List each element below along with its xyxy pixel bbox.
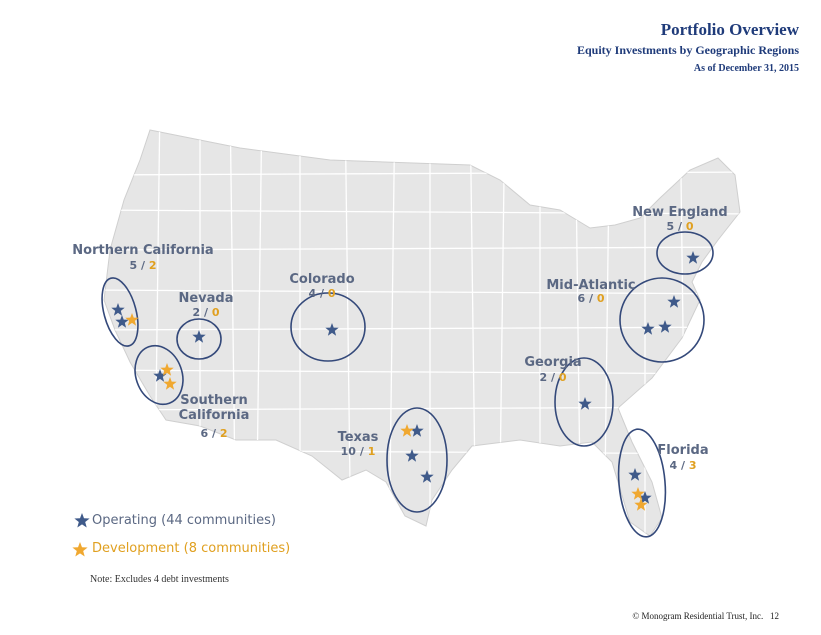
count-separator: /	[140, 259, 146, 272]
count-separator: /	[677, 220, 683, 233]
copyright: © Monogram Residential Trust, Inc.	[632, 611, 764, 621]
region-count: 6 / 0	[577, 292, 604, 305]
operating-star	[192, 330, 206, 343]
development-star	[634, 498, 648, 511]
operating-star	[638, 491, 652, 504]
development-count: 1	[367, 445, 376, 458]
operating-star	[641, 322, 655, 335]
operating-count: 10	[340, 445, 356, 458]
development-count: 3	[688, 459, 697, 472]
title: Portfolio Overview	[660, 20, 799, 39]
region-name: Florida	[657, 443, 709, 458]
state-line	[104, 246, 740, 251]
state-line	[104, 289, 740, 295]
development-count: 0	[596, 292, 605, 305]
development-count: 2	[219, 427, 228, 440]
region-circle	[101, 277, 139, 347]
count-separator: /	[211, 427, 217, 440]
region-count: 4 / 0	[308, 287, 335, 300]
development-star	[125, 313, 139, 326]
region-count: 10 / 1	[341, 445, 376, 458]
development-count: 0	[558, 371, 567, 384]
region-count: 6 / 2	[200, 427, 227, 440]
count-separator: /	[319, 287, 325, 300]
development-count: 0	[211, 306, 220, 319]
region-count: 2 / 0	[192, 306, 219, 319]
subtitle: Equity Investments by Geographic Regions	[576, 43, 799, 57]
date: As of December 31, 2015	[693, 63, 799, 74]
operating-count: 2	[192, 306, 201, 319]
operating-star	[111, 303, 125, 316]
region-name: Georgia	[524, 355, 582, 370]
operating-star	[410, 424, 424, 437]
operating-count: 5	[129, 259, 138, 272]
state-line	[104, 209, 740, 215]
operating-count: 2	[539, 371, 548, 384]
operating-star	[658, 320, 672, 333]
region-name: New England	[632, 205, 728, 220]
development-star	[160, 363, 174, 376]
region-name: Texas	[337, 430, 379, 445]
operating-star	[420, 470, 434, 483]
note: Note: Excludes 4 debt investments	[90, 574, 229, 585]
operating-star	[578, 397, 592, 410]
development-count: 0	[685, 220, 694, 233]
region-circle	[176, 318, 222, 360]
count-separator: /	[588, 292, 594, 305]
region-count: 2 / 0	[539, 371, 566, 384]
count-separator: /	[680, 459, 686, 472]
region-circle	[134, 344, 184, 406]
region-circle	[656, 231, 714, 275]
operating-star	[405, 449, 419, 462]
operating-star	[667, 295, 681, 308]
region-count: 5 / 0	[666, 220, 693, 233]
operating-count: 6	[200, 427, 209, 440]
region-name: Nevada	[178, 291, 234, 306]
development-star	[400, 424, 414, 437]
region-name: Colorado	[289, 272, 355, 287]
operating-star	[153, 369, 167, 382]
development-count: 0	[327, 287, 336, 300]
operating-star	[628, 468, 642, 481]
footer: © Monogram Residential Trust, Inc. 12	[632, 611, 779, 621]
region-name: Northern California	[72, 243, 214, 258]
development-star	[631, 487, 645, 500]
region-circle	[290, 292, 366, 362]
count-separator: /	[359, 445, 364, 458]
development-star	[163, 377, 177, 390]
operating-count: 6	[577, 292, 586, 305]
region-count: 4 / 3	[669, 459, 696, 472]
count-separator: /	[550, 371, 556, 384]
operating-count: 4	[669, 459, 678, 472]
legend-star-development	[72, 542, 88, 557]
region-circle	[554, 357, 614, 447]
region-circle	[617, 428, 667, 538]
region-circle	[386, 407, 448, 513]
region-circle	[619, 277, 705, 363]
count-separator: /	[203, 306, 209, 319]
region-name: Southern California	[178, 393, 250, 423]
legend-operating: Operating (44 communities)	[92, 513, 276, 528]
development-count: 2	[148, 259, 157, 272]
region-count: 5 / 2	[129, 259, 156, 272]
operating-star	[115, 315, 129, 328]
operating-count: 4	[308, 287, 317, 300]
region-name: Mid-Atlantic	[546, 278, 636, 293]
operating-star	[325, 323, 339, 336]
legend-development: Development (8 communities)	[92, 541, 291, 556]
legend-star-operating	[74, 513, 90, 528]
operating-count: 5	[666, 220, 675, 233]
page-number: 12	[770, 611, 779, 621]
operating-star	[686, 251, 700, 264]
us-map	[103, 129, 741, 537]
state-line	[104, 369, 740, 375]
